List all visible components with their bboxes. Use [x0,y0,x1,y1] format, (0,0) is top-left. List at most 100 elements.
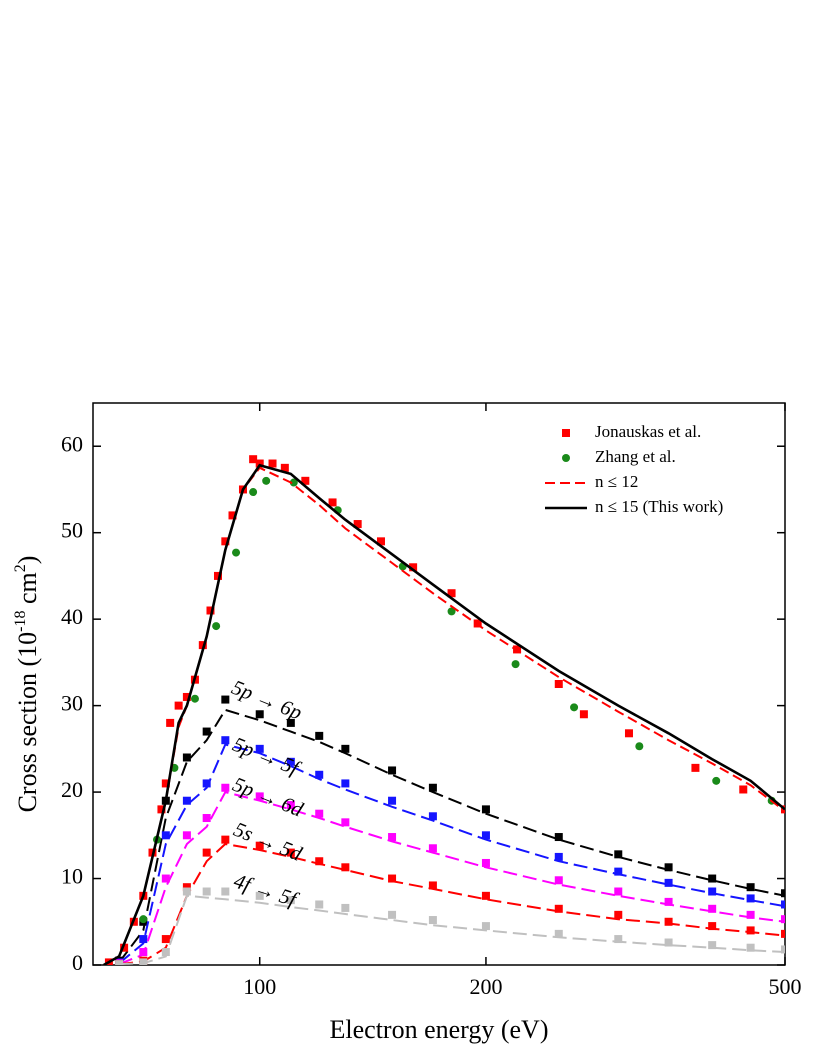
data-point [746,943,755,952]
data-point [289,478,298,487]
component-label: 5p → 6d [229,772,307,822]
data-point [447,589,456,598]
data-point [268,459,277,468]
data-point [255,841,264,850]
data-point [481,858,490,867]
data-point [554,680,563,688]
data-point [341,744,350,753]
data-point [511,660,520,669]
legend-swatch [562,429,570,437]
data-point [166,718,175,727]
data-point [664,897,673,906]
data-point [221,887,230,896]
y-axis-label-part: -18 [12,611,29,632]
data-point [255,792,264,801]
data-point [301,476,310,485]
y-tick-label: 60 [61,431,83,456]
data-point [746,910,755,919]
data-point [161,831,170,840]
data-point [746,883,755,892]
data-point [664,917,673,926]
y-axis-label: Cross section (10-18 cm2) [12,556,42,813]
data-point [232,548,241,557]
data-point [708,874,717,883]
data-point [115,960,124,965]
data-point [255,710,264,719]
data-point [388,766,397,775]
component-label: 5s → 5d [230,817,305,866]
data-point [286,848,295,857]
data-point [428,812,437,821]
data-point [286,896,295,905]
x-tick-label: 100 [243,974,276,999]
data-point [624,729,633,738]
data-point [315,857,324,866]
data-point [708,941,717,950]
data-point [212,622,221,631]
data-point [614,850,623,859]
data-point [708,922,717,931]
component-line [118,790,785,965]
component-line [118,743,785,965]
y-axis-label-part: Cross section (10 [13,632,42,813]
data-point [481,831,490,840]
data-point [315,731,324,740]
data-point [221,736,230,745]
data-point [315,809,324,818]
data-point [614,867,623,876]
data-point [554,852,563,861]
y-axis-label-part: ) [13,556,42,565]
component-label: 5p → 6p [228,675,305,725]
data-point [428,783,437,792]
data-point [182,887,191,896]
data-point [255,891,264,900]
legend-label: n ≤ 15 (This work) [595,497,723,516]
data-point [554,904,563,913]
data-point [554,876,563,885]
data-point [708,904,717,913]
data-point [202,814,211,823]
data-point [161,948,170,957]
series-line [103,463,785,965]
data-point [202,848,211,857]
data-point [280,463,289,472]
data-point [614,887,623,896]
data-point [341,779,350,788]
data-point [664,863,673,872]
data-point [182,883,191,892]
y-tick-label: 20 [61,777,83,802]
data-point [554,929,563,938]
legend-label: Zhang et al. [595,447,676,466]
data-point [182,796,191,805]
y-tick-label: 40 [61,604,83,629]
data-point [161,935,170,944]
data-point [315,770,324,779]
y-axis-label-part: cm [13,572,42,610]
data-point [139,915,148,924]
data-point [182,831,191,840]
data-point [388,874,397,883]
data-point [428,916,437,925]
data-point [614,910,623,919]
data-point [691,763,700,772]
data-point [739,785,748,794]
data-point [409,563,418,572]
data-point [315,900,324,909]
data-point [341,863,350,872]
data-point [161,874,170,883]
y-tick-label: 30 [61,691,83,716]
data-point [139,948,148,957]
legend-swatch [562,454,570,462]
data-point [388,910,397,919]
data-point [139,935,148,944]
data-point [221,783,230,792]
y-tick-label: 10 [61,864,83,889]
data-point [206,606,215,615]
y-axis-label-part: 2 [12,564,29,572]
data-point [221,695,230,704]
data-point [579,710,588,719]
legend-label: Jonauskas et al. [595,422,701,441]
data-point [353,520,362,529]
data-point [746,926,755,935]
